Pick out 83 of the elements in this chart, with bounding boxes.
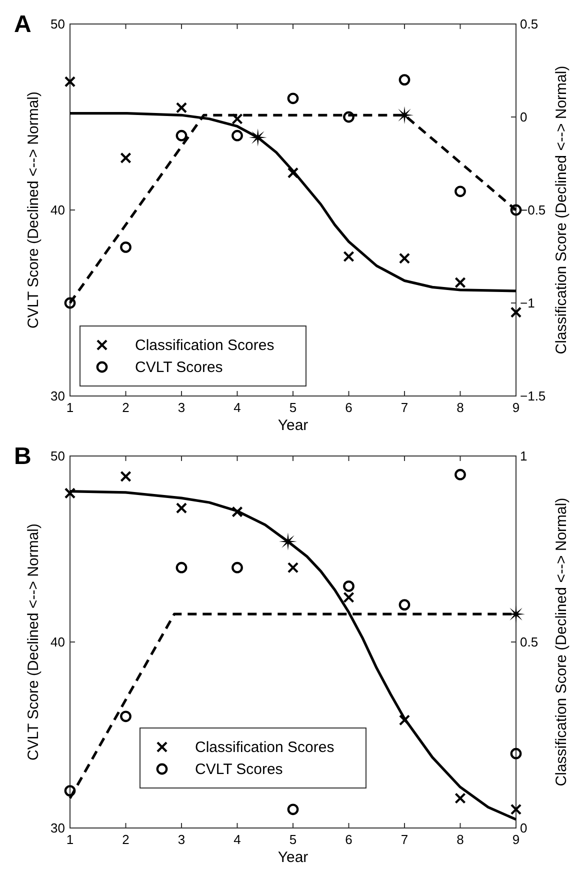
point (64, 785, 76, 796)
chart-title: B (14, 443, 32, 470)
legend-label: CVLT Scores (195, 761, 283, 778)
legend-label: Classification Scores (135, 337, 274, 354)
x-tick-label: 9 (512, 832, 520, 847)
point (176, 130, 188, 142)
y2-tick-label: 0 (520, 110, 528, 124)
x-tick-label: 3 (178, 400, 186, 415)
x-tick-label: 8 (456, 400, 464, 415)
x-tick-label: 6 (345, 832, 352, 847)
point (454, 186, 466, 198)
point (287, 562, 299, 574)
x-tick-label: 2 (122, 832, 130, 847)
legend-label: CVLT Scores (135, 359, 223, 376)
y2-tick-label: −1.5 (520, 388, 546, 404)
point (287, 804, 299, 816)
y-axis-title: CVLT Score (Declined <--> Normal) (25, 523, 42, 761)
x-tick-label: 5 (289, 832, 297, 847)
x-tick-label: 9 (512, 400, 520, 415)
point (287, 167, 299, 178)
point (120, 710, 132, 722)
point (64, 297, 76, 309)
legend-label: Classification Scores (195, 739, 334, 756)
point (343, 592, 354, 603)
y2-tick-label: 0 (520, 820, 528, 836)
x-tick-label: 4 (234, 400, 241, 415)
point (120, 470, 132, 482)
y-tick-label: 50 (50, 16, 65, 32)
x-tick-label: 2 (122, 400, 130, 415)
y-tick-label: 30 (50, 388, 65, 404)
point (398, 714, 410, 726)
point (64, 488, 76, 499)
point (510, 306, 522, 318)
point (454, 468, 466, 480)
y-tick-label: 30 (50, 820, 65, 836)
y2-tick-label: 0.5 (520, 16, 538, 32)
y2-tick-label: 1 (520, 448, 528, 464)
line-series (68, 490, 518, 821)
x-tick-label: 3 (178, 832, 186, 847)
point (343, 250, 354, 262)
x-tick-label: 7 (400, 832, 408, 847)
x-tick-label: 8 (456, 832, 464, 847)
point (398, 252, 410, 264)
y2-axis-title: Classification Score (Declined <--> Normal) (553, 498, 570, 786)
point (287, 92, 299, 104)
point (248, 128, 267, 146)
point (278, 532, 297, 551)
point (232, 562, 243, 574)
y2-tick-label: −0.5 (520, 202, 546, 218)
point (343, 580, 354, 592)
point (454, 276, 466, 288)
chart-title: A (14, 11, 32, 38)
point (176, 502, 188, 514)
y2-tick-label: −1 (520, 296, 535, 310)
point (120, 152, 132, 164)
point (232, 506, 243, 518)
point (510, 804, 522, 815)
x-tick-label: 1 (66, 832, 74, 847)
x-tick-label: 7 (400, 400, 408, 415)
point (398, 74, 410, 86)
x-tick-label: 4 (234, 832, 241, 847)
y-tick-label: 40 (50, 634, 65, 650)
x-tick-label: 6 (345, 400, 352, 415)
point (64, 76, 76, 88)
y-tick-label: 50 (50, 448, 65, 464)
point (120, 242, 132, 253)
point (343, 111, 354, 123)
point (398, 599, 410, 610)
y-tick-label: 40 (50, 202, 65, 218)
y2-tick-label: 0.5 (520, 634, 538, 650)
point (510, 748, 522, 760)
y-axis-title: CVLT Score (Declined <--> Normal) (25, 91, 42, 329)
x-axis-title: Year (278, 849, 308, 866)
x-tick-label: 1 (66, 400, 74, 415)
point (176, 102, 188, 114)
x-axis-title: Year (278, 417, 308, 434)
point (232, 130, 243, 142)
point (232, 113, 243, 124)
x-tick-label: 5 (289, 400, 297, 415)
point (176, 562, 188, 574)
y2-axis-title: Classification Score (Declined <--> Normal) (553, 66, 570, 354)
point (454, 792, 466, 804)
point (510, 204, 522, 216)
